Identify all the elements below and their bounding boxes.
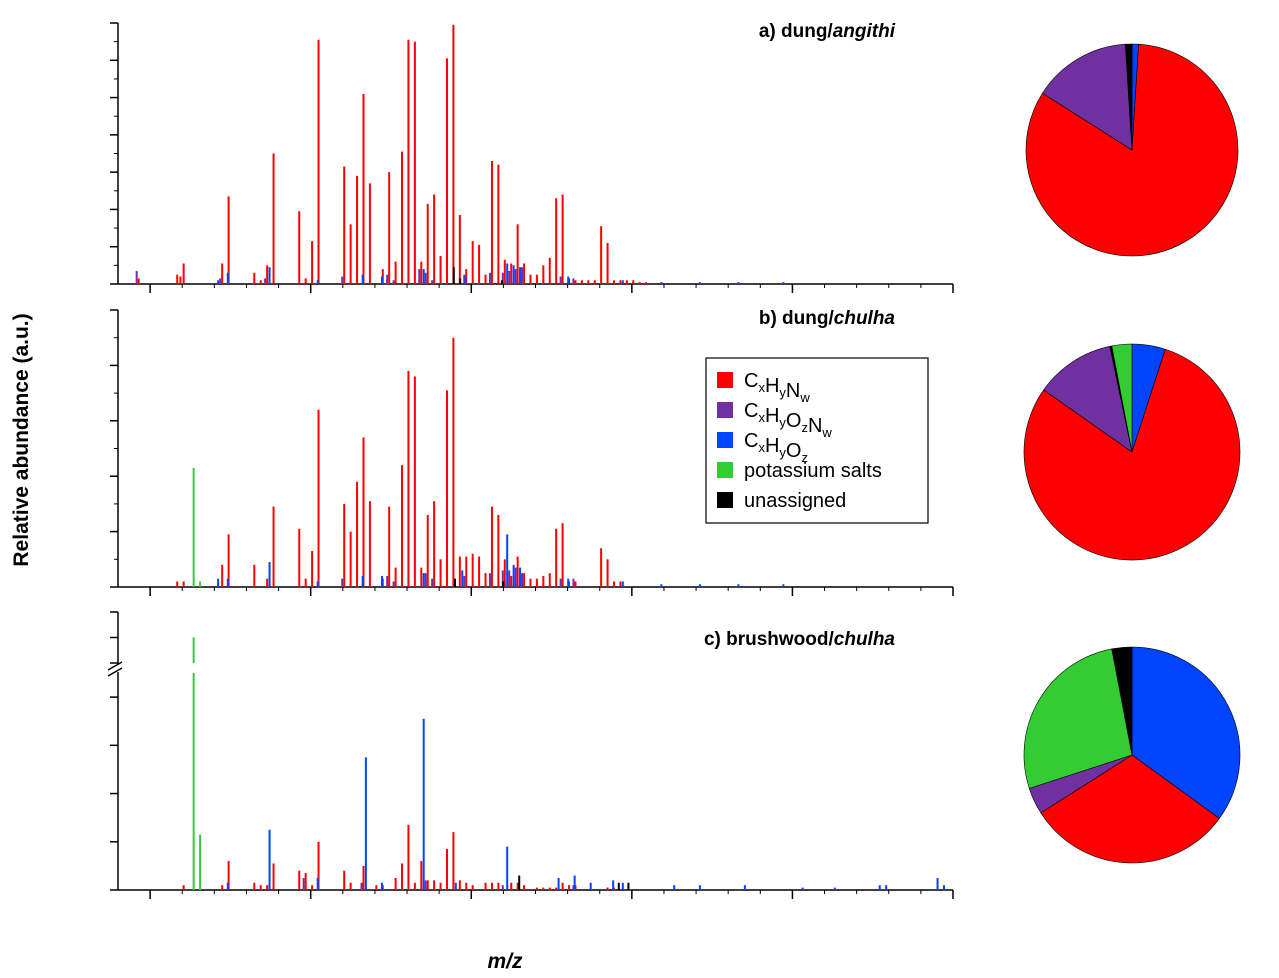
- formula-subscript: w: [821, 425, 832, 440]
- pie-slice: [1131, 646, 1241, 819]
- axis-break-gap: [106, 664, 122, 672]
- spectrum-panel-2: b) dung/chulha: [110, 308, 954, 596]
- panel-title: c) brushwood/chulha: [704, 629, 895, 650]
- formula-element: N: [786, 380, 800, 402]
- legend-swatch: [717, 432, 733, 448]
- panel-title-prefix: b) dung/: [759, 308, 835, 329]
- pie-slice: [1042, 43, 1133, 151]
- legend-label: CxHyOz: [744, 430, 808, 465]
- formula-subscript: x: [758, 410, 765, 425]
- formula-element: O: [786, 410, 802, 432]
- formula-subscript: y: [779, 385, 786, 400]
- formula-subscript: y: [779, 445, 786, 460]
- panel-title: a) dung/angithi: [759, 21, 896, 42]
- legend-swatch: [717, 492, 733, 508]
- pie-slice: [1043, 345, 1133, 453]
- formula-element: N: [808, 415, 822, 437]
- spectrum-panel-1: a) dung/angithi: [110, 21, 954, 293]
- panel-title-prefix: c) brushwood/: [704, 629, 835, 650]
- panel-title-italic: chulha: [834, 308, 896, 329]
- x-axis-title: m/z: [487, 950, 523, 973]
- formula-subscript: x: [758, 380, 765, 395]
- legend-label: potassium salts: [744, 460, 882, 482]
- pie-slice: [1040, 754, 1220, 864]
- panel-title-italic: chulha: [834, 629, 896, 650]
- formula-subscript: z: [801, 450, 808, 465]
- pie-chart-2: [1023, 343, 1241, 561]
- legend-swatch: [717, 402, 733, 418]
- panel-title-italic: angithi: [833, 21, 896, 42]
- formula-element: O: [786, 440, 802, 462]
- composition-pies: [1023, 43, 1241, 864]
- formula-element: C: [744, 370, 758, 392]
- pie-chart-3: [1023, 646, 1241, 864]
- pie-slice: [1125, 43, 1133, 151]
- panel-title-prefix: a) dung/: [759, 21, 834, 42]
- formula-element: C: [744, 400, 758, 422]
- axis-break-mark: [107, 661, 123, 671]
- y-axis-title: Relative abundance (a.u.): [10, 313, 33, 566]
- pie-slice: [1023, 648, 1133, 789]
- legend-box: [705, 357, 929, 524]
- formula-element: C: [744, 430, 758, 452]
- legend-label: unassigned: [744, 490, 846, 512]
- pie-slice: [1111, 343, 1133, 453]
- formula-subscript: z: [801, 420, 808, 435]
- formula-subscript: y: [779, 415, 786, 430]
- formula-element: H: [765, 375, 779, 397]
- legend-swatch: [717, 462, 733, 478]
- legend-swatch: [717, 372, 733, 388]
- legend-label: CxHyOzNw: [744, 400, 832, 440]
- panel-title: b) dung/chulha: [759, 308, 896, 329]
- legend-label: CxHyNw: [744, 370, 810, 405]
- pie-chart-1: [1025, 43, 1239, 257]
- spectrum-panel-3: c) brushwood/chulha: [106, 611, 954, 899]
- pie-slice: [1111, 646, 1133, 756]
- formula-element: H: [765, 435, 779, 457]
- formula-element: H: [765, 405, 779, 427]
- pie-slice: [1023, 348, 1241, 561]
- axis-break-mark: [107, 667, 123, 677]
- formula-subscript: x: [758, 440, 765, 455]
- formula-subscript: w: [799, 390, 810, 405]
